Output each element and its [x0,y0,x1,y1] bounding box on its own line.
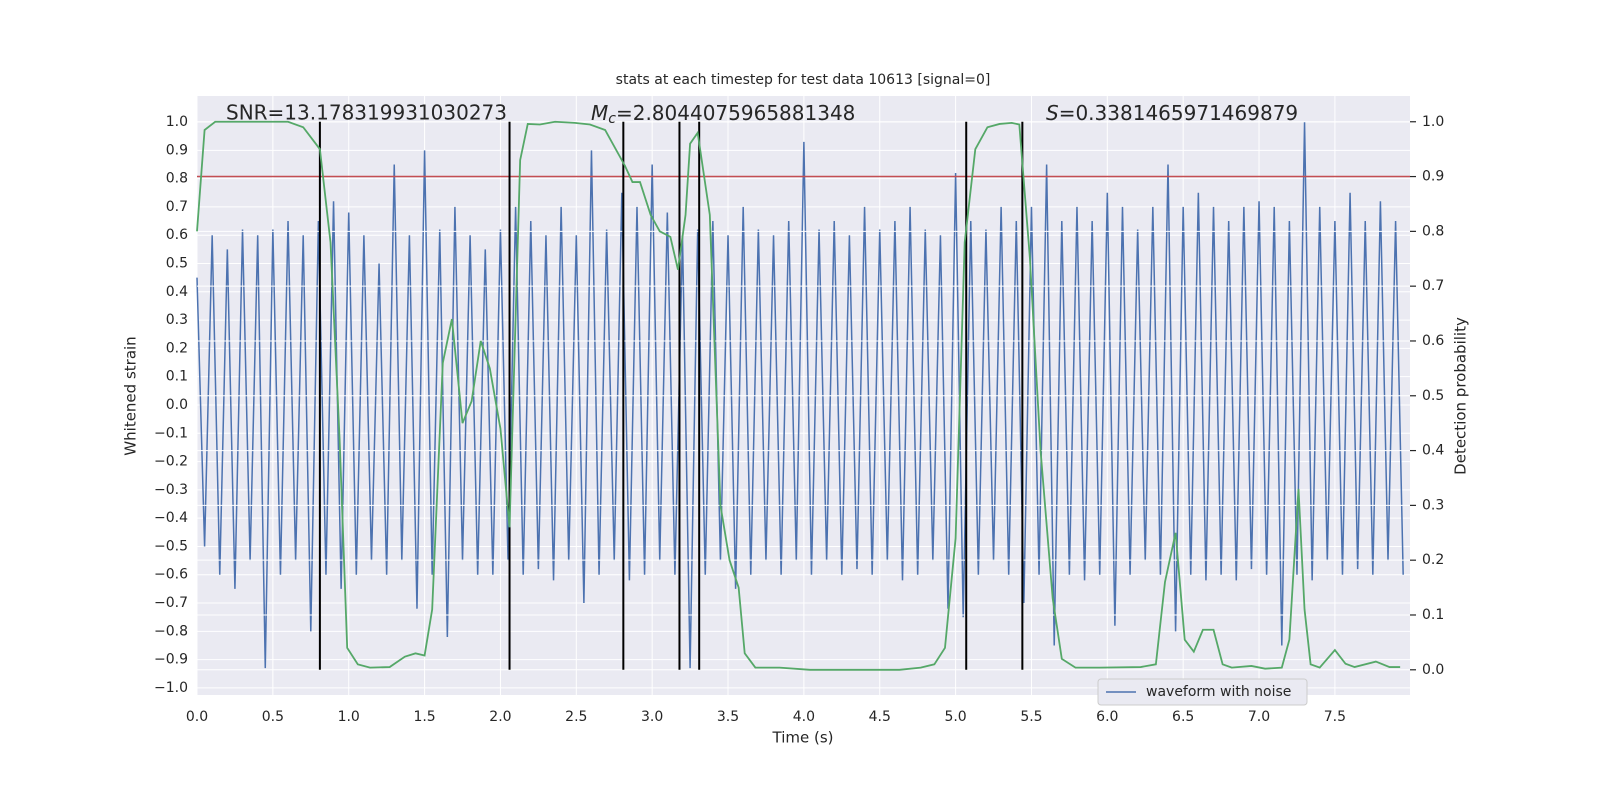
annotation-value: =2.8044075965881348 [616,101,855,125]
annotation-subscript: c [608,111,616,127]
legend: waveform with noise [1097,678,1308,706]
y-tick-label: −0.6 [154,567,188,583]
line-series [196,120,1401,671]
y-tick-label: 0.0 [166,397,188,413]
annotation-symbol: S [1046,101,1059,125]
y2-tick-label: 0.9 [1422,169,1444,185]
y2-tick-label: 0.1 [1422,607,1444,623]
y-tick-label: 0.7 [166,199,188,215]
x-tick-label: 7.5 [1324,709,1346,725]
x-axis-label: Time (s) [772,729,834,747]
y-tick-label: 0.8 [166,171,188,187]
x-tick-label: 1.5 [413,709,435,725]
y2-tick-label: 1.0 [1422,114,1444,130]
x-tick-label: 3.5 [717,709,739,725]
y2-tick-label: 0.2 [1422,552,1444,568]
y-tick-label: 1.0 [166,114,188,130]
y2-tick-label: 0.7 [1422,278,1444,294]
x-tick-label: 7.0 [1248,709,1270,725]
y-tick-label: −0.2 [154,454,188,470]
y-tick-label: −0.8 [154,623,188,639]
y-tick-label: −0.9 [154,652,188,668]
y-tick-label: 0.6 [166,227,188,243]
y-tick-label: 0.1 [166,369,188,385]
y-tick-label: 0.4 [166,284,188,300]
annotation-value: =0.3381465971469879 [1059,101,1298,125]
x-tick-label: 5.0 [944,709,966,725]
x-tick-label: 0.0 [186,709,208,725]
annotation-symbol: M [591,101,608,125]
y2-axis-label: Detection probability [1452,317,1470,475]
legend-box [1097,678,1308,706]
y2-tick-label: 0.8 [1422,223,1444,239]
y-tick-label: −0.5 [154,538,188,554]
y-tick-label: 0.5 [166,256,188,272]
x-tick-label: 4.5 [869,709,891,725]
x-tick-label: 1.0 [338,709,360,725]
x-tick-label: 4.0 [793,709,815,725]
x-tick-label: 2.0 [489,709,511,725]
y-tick-label: 0.2 [166,340,188,356]
x-tick-label: 6.5 [1172,709,1194,725]
y2-tick-label: 0.3 [1422,497,1444,513]
y2-tick-label: 0.0 [1422,662,1444,678]
y-tick-label: 0.3 [166,312,188,328]
y2-tick-label: 0.4 [1422,443,1444,459]
x-tick-label: 3.0 [641,709,663,725]
over-layer [196,120,1410,671]
y2-tick-label: 0.5 [1422,388,1444,404]
under-layer [196,96,1410,695]
y-tick-label: −0.1 [154,425,188,441]
y-tick-label: −0.7 [154,595,188,611]
x-tick-label: 6.0 [1096,709,1118,725]
y2-tick-label: 0.6 [1422,333,1444,349]
y-tick-label: −1.0 [154,680,188,696]
x-tick-label: 0.5 [262,709,284,725]
annotation: Mc=2.8044075965881348 [591,101,855,128]
y-tick-label: −0.4 [154,510,188,526]
chart-title: stats at each timestep for test data 106… [616,72,991,88]
y-axis-label: Whitened strain [122,336,140,455]
y-tick-label: 0.9 [166,142,188,158]
y-tick-label: −0.3 [154,482,188,498]
x-tick-label: 2.5 [565,709,587,725]
annotation: SNR=13.178319931030273 [226,101,507,125]
legend-label: waveform with noise [1146,684,1291,700]
line-series [196,122,1404,669]
x-tick-label: 5.5 [1020,709,1042,725]
annotation: S=0.3381465971469879 [1046,101,1298,125]
